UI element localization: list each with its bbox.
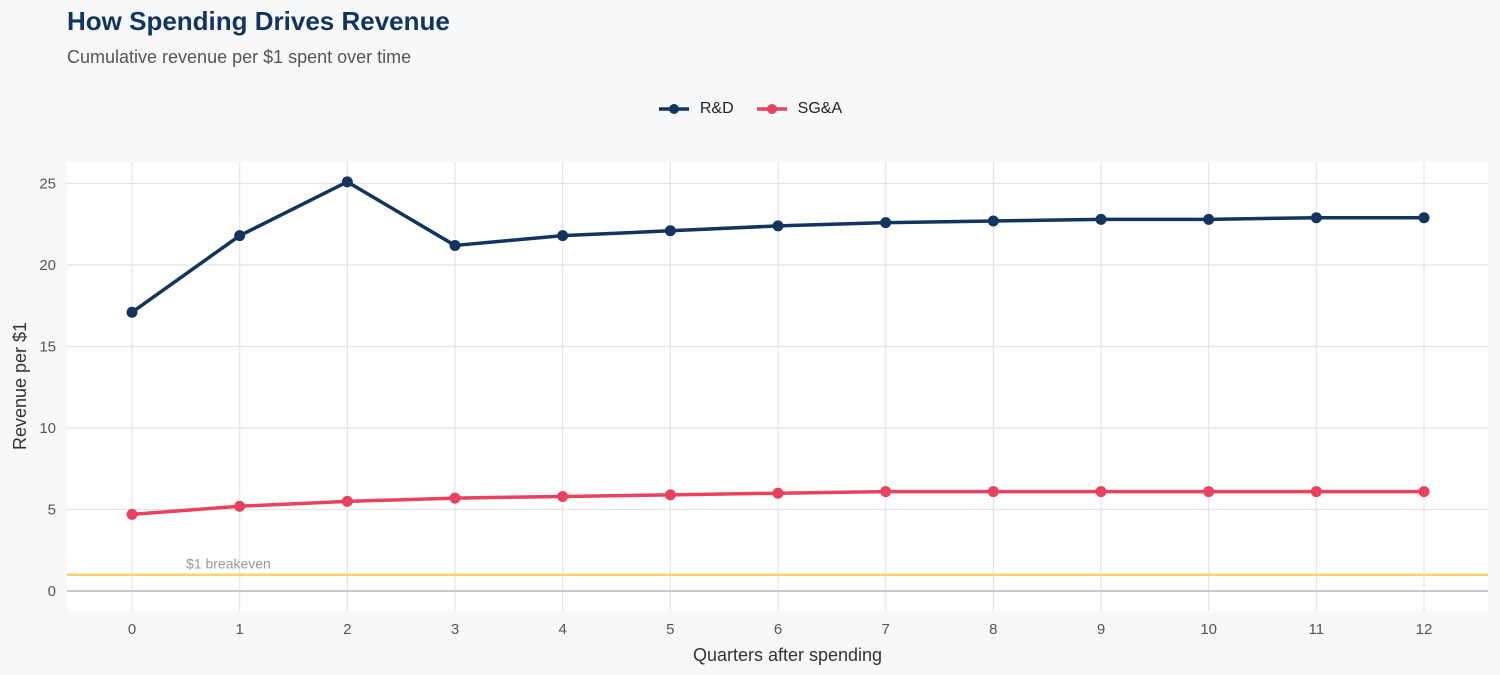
data-point-sga xyxy=(664,489,676,501)
x-axis-label: Quarters after spending xyxy=(693,645,882,665)
data-point-sga xyxy=(987,486,999,498)
data-point-sga xyxy=(341,495,353,507)
data-point-rd xyxy=(126,306,138,318)
chart-title: How Spending Drives Revenue xyxy=(67,6,450,36)
legend: R&D SG&A xyxy=(0,100,1500,118)
data-point-rd xyxy=(1418,212,1430,224)
data-point-rd xyxy=(987,215,999,227)
x-tick-label: 7 xyxy=(881,621,889,638)
data-point-sga xyxy=(1310,486,1322,498)
data-point-rd xyxy=(880,217,892,229)
x-tick-label: 5 xyxy=(666,621,674,638)
x-tick-label: 10 xyxy=(1200,621,1217,638)
y-tick-label: 0 xyxy=(48,583,56,600)
y-tick-label: 15 xyxy=(39,339,56,356)
legend-label-rd: R&D xyxy=(699,100,734,117)
x-tick-label: 8 xyxy=(989,621,997,638)
data-point-rd xyxy=(1310,212,1322,224)
legend-swatch-rd xyxy=(658,104,689,114)
y-tick-label: 20 xyxy=(39,257,56,274)
data-point-sga xyxy=(1203,486,1215,498)
y-tick-label: 5 xyxy=(48,502,56,519)
data-point-sga xyxy=(880,486,892,498)
data-point-rd xyxy=(557,230,569,242)
x-tick-label: 12 xyxy=(1416,621,1433,638)
data-point-rd xyxy=(341,176,353,188)
legend-item-rd: R&D xyxy=(658,100,734,118)
data-point-rd xyxy=(449,239,461,251)
x-tick-label: 4 xyxy=(558,621,566,638)
data-point-sga xyxy=(557,490,569,502)
legend-item-sga: SG&A xyxy=(756,100,842,118)
data-point-rd xyxy=(772,220,784,232)
y-tick-label: 25 xyxy=(39,176,56,193)
x-tick-label: 1 xyxy=(235,621,243,638)
x-tick-label: 6 xyxy=(774,621,782,638)
data-point-sga xyxy=(772,487,784,499)
data-point-rd xyxy=(234,230,246,242)
data-point-sga xyxy=(126,508,138,520)
x-tick-label: 11 xyxy=(1309,621,1325,638)
x-tick-label: 3 xyxy=(451,621,459,638)
data-point-sga xyxy=(1418,486,1430,498)
y-axis-label: Revenue per $1 xyxy=(10,322,30,450)
breakeven-label: $1 breakeven xyxy=(186,556,271,572)
y-tick-label: 10 xyxy=(39,420,56,437)
data-point-rd xyxy=(1203,213,1215,225)
data-point-sga xyxy=(449,492,461,504)
x-tick-label: 2 xyxy=(343,621,351,638)
legend-swatch-sga xyxy=(756,104,787,114)
data-point-rd xyxy=(1095,213,1107,225)
chart-subtitle: Cumulative revenue per $1 spent over tim… xyxy=(67,47,412,67)
legend-label-sga: SG&A xyxy=(797,100,843,117)
data-point-sga xyxy=(234,500,246,512)
x-tick-label: 0 xyxy=(128,621,136,638)
x-tick-label: 9 xyxy=(1097,621,1105,638)
data-point-sga xyxy=(1095,486,1107,498)
data-point-rd xyxy=(664,225,676,237)
